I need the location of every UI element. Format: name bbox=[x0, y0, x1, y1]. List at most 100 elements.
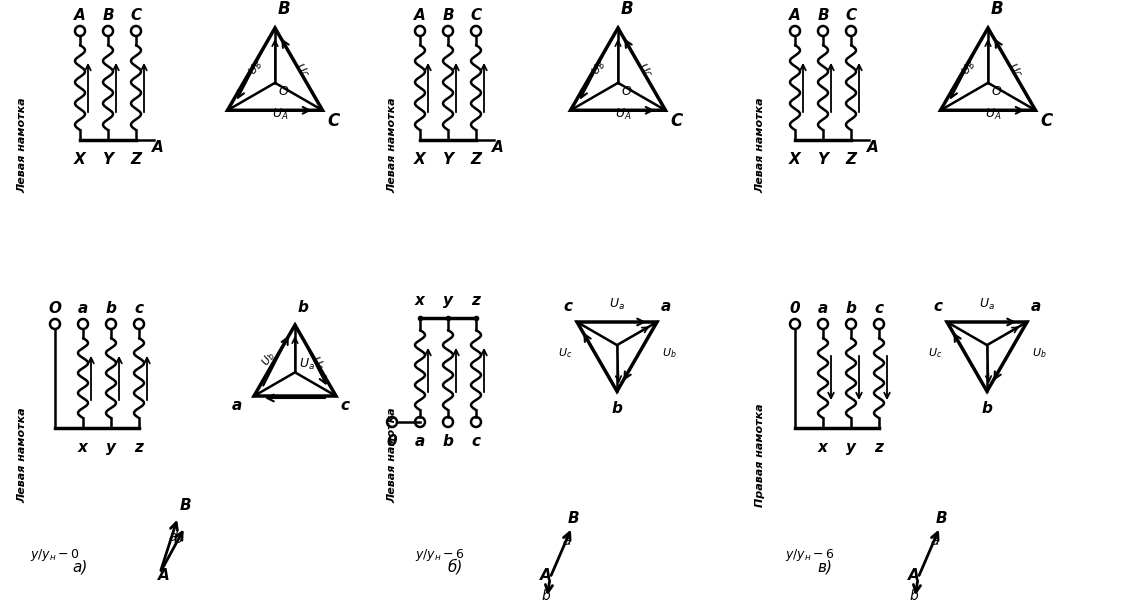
Text: C: C bbox=[846, 8, 857, 23]
Text: c: c bbox=[874, 301, 883, 316]
Text: y: y bbox=[106, 440, 116, 455]
Text: b: b bbox=[910, 589, 918, 603]
Text: a: a bbox=[661, 299, 671, 314]
Text: A: A bbox=[492, 140, 504, 155]
Text: z: z bbox=[134, 440, 143, 455]
Text: A: A bbox=[908, 568, 920, 583]
Text: $y/y_н-0$: $y/y_н-0$ bbox=[30, 547, 80, 563]
Text: B: B bbox=[278, 0, 290, 18]
Text: $U_a$: $U_a$ bbox=[299, 357, 315, 373]
Text: x: x bbox=[818, 440, 828, 455]
Text: B: B bbox=[817, 8, 828, 23]
Text: $U_c$: $U_c$ bbox=[927, 347, 942, 360]
Text: в): в) bbox=[817, 560, 833, 575]
Text: C: C bbox=[670, 112, 683, 130]
Text: b: b bbox=[174, 532, 183, 546]
Text: $U_B$: $U_B$ bbox=[588, 58, 609, 78]
Text: x: x bbox=[79, 440, 88, 455]
Text: O: O bbox=[279, 85, 289, 98]
Text: $U_A$: $U_A$ bbox=[615, 107, 632, 122]
Text: O: O bbox=[49, 301, 61, 316]
Text: A: A bbox=[414, 8, 426, 23]
Text: A: A bbox=[867, 140, 879, 155]
Text: b: b bbox=[982, 402, 992, 416]
Text: Левая намотка: Левая намотка bbox=[754, 97, 765, 193]
Text: $U_B$: $U_B$ bbox=[958, 58, 979, 78]
Text: $U_c$: $U_c$ bbox=[558, 347, 572, 360]
Text: B: B bbox=[568, 511, 579, 526]
Text: C: C bbox=[131, 8, 141, 23]
Text: a: a bbox=[77, 301, 88, 316]
Text: c: c bbox=[134, 301, 143, 316]
Text: $U_b$: $U_b$ bbox=[1032, 347, 1047, 360]
Text: $y/y_н-6$: $y/y_н-6$ bbox=[785, 547, 835, 563]
Text: b: b bbox=[542, 589, 551, 603]
Text: A: A bbox=[789, 8, 801, 23]
Text: O: O bbox=[622, 85, 632, 98]
Text: a): a) bbox=[73, 560, 88, 575]
Text: a: a bbox=[1031, 299, 1041, 314]
Text: Y: Y bbox=[817, 152, 828, 167]
Text: b: b bbox=[846, 301, 857, 316]
Text: b: b bbox=[298, 300, 308, 315]
Text: a: a bbox=[930, 534, 939, 548]
Text: z: z bbox=[471, 293, 480, 308]
Text: Y: Y bbox=[443, 152, 454, 167]
Text: Z: Z bbox=[131, 152, 141, 167]
Text: Z: Z bbox=[470, 152, 481, 167]
Text: c: c bbox=[471, 434, 480, 449]
Text: б): б) bbox=[447, 559, 463, 575]
Text: A: A bbox=[74, 8, 85, 23]
Text: C: C bbox=[470, 8, 481, 23]
Text: $U_C$: $U_C$ bbox=[1005, 60, 1025, 81]
Text: B: B bbox=[443, 8, 454, 23]
Text: c: c bbox=[340, 398, 349, 413]
Text: $U_c$: $U_c$ bbox=[308, 352, 328, 372]
Text: c: c bbox=[933, 299, 942, 314]
Text: Левая намотка: Левая намотка bbox=[17, 97, 27, 193]
Text: $U_b$: $U_b$ bbox=[259, 349, 279, 369]
Text: $U_a$: $U_a$ bbox=[979, 297, 995, 312]
Text: O: O bbox=[992, 85, 1001, 98]
Text: B: B bbox=[935, 511, 948, 526]
Text: C: C bbox=[1040, 112, 1053, 130]
Text: Правая намотка: Правая намотка bbox=[754, 403, 765, 507]
Text: Левая намотка: Левая намотка bbox=[17, 407, 27, 503]
Text: a: a bbox=[232, 398, 242, 413]
Text: B: B bbox=[991, 0, 1004, 18]
Text: a: a bbox=[818, 301, 828, 316]
Text: C: C bbox=[328, 112, 340, 130]
Text: $U_C$: $U_C$ bbox=[635, 60, 655, 81]
Text: a: a bbox=[415, 434, 426, 449]
Text: b: b bbox=[106, 301, 116, 316]
Text: $U_A$: $U_A$ bbox=[984, 107, 1001, 122]
Text: X: X bbox=[789, 152, 801, 167]
Text: a: a bbox=[562, 534, 570, 548]
Text: $U_A$: $U_A$ bbox=[272, 107, 288, 122]
Text: b: b bbox=[611, 402, 622, 416]
Text: Левая намотка: Левая намотка bbox=[387, 97, 397, 193]
Text: y: y bbox=[443, 293, 453, 308]
Text: c: c bbox=[563, 299, 572, 314]
Text: B: B bbox=[102, 8, 114, 23]
Text: 0: 0 bbox=[387, 434, 397, 449]
Text: x: x bbox=[415, 293, 424, 308]
Text: Y: Y bbox=[102, 152, 114, 167]
Text: a: a bbox=[168, 530, 176, 544]
Text: b: b bbox=[443, 434, 453, 449]
Text: 0: 0 bbox=[790, 301, 800, 316]
Text: X: X bbox=[414, 152, 426, 167]
Text: $U_b$: $U_b$ bbox=[662, 347, 677, 360]
Text: $y/y_н-6$: $y/y_н-6$ bbox=[415, 547, 465, 563]
Text: y: y bbox=[846, 440, 856, 455]
Text: A: A bbox=[152, 140, 164, 155]
Text: $U_C$: $U_C$ bbox=[292, 60, 313, 81]
Text: Левая намотка: Левая намотка bbox=[387, 407, 397, 503]
Text: Z: Z bbox=[846, 152, 857, 167]
Text: A: A bbox=[158, 568, 170, 583]
Text: $U_a$: $U_a$ bbox=[609, 297, 625, 312]
Text: B: B bbox=[621, 0, 634, 18]
Text: $U_B$: $U_B$ bbox=[246, 58, 265, 78]
Text: A: A bbox=[541, 568, 552, 583]
Text: X: X bbox=[74, 152, 85, 167]
